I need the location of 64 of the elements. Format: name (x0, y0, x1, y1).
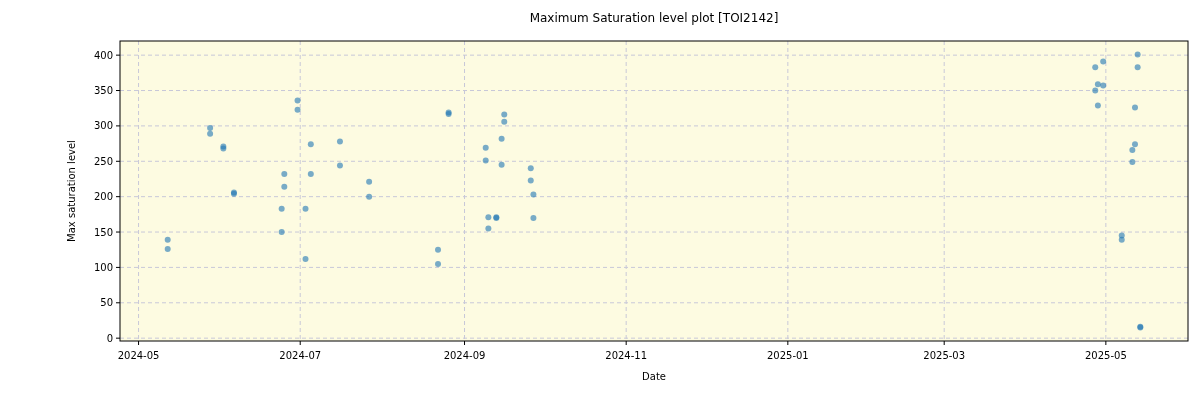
point (485, 214, 492, 221)
y-axis-title: Max saturation level (66, 140, 77, 242)
x-tick-label: 2025-01 (766, 350, 809, 361)
point (482, 157, 489, 164)
point (485, 225, 492, 232)
point (527, 177, 534, 184)
point (1094, 81, 1101, 88)
point (294, 97, 301, 104)
point (366, 178, 373, 185)
point (294, 106, 301, 113)
x-tick-label: 2024-11 (605, 350, 648, 361)
x-tick-label: 2024-09 (443, 350, 486, 361)
point (366, 193, 373, 200)
point (278, 205, 285, 212)
x-tick-label: 2024-07 (279, 350, 322, 361)
point (1094, 102, 1101, 109)
x-tick-label: 2024-05 (117, 350, 160, 361)
y-tick-label: 250 (93, 155, 113, 167)
point (164, 236, 171, 243)
y-tick-label: 150 (93, 226, 113, 238)
point (498, 161, 505, 168)
point (530, 214, 537, 221)
point (1100, 58, 1107, 65)
point (302, 255, 309, 262)
y-tick-label: 300 (93, 120, 113, 132)
point (501, 111, 508, 118)
y-tick-label: 100 (93, 261, 113, 273)
point (1134, 51, 1141, 58)
point (482, 144, 489, 151)
y-tick-label: 0 (106, 332, 113, 344)
point (1132, 104, 1138, 111)
y-tick-label: 400 (93, 49, 113, 61)
point (498, 135, 505, 142)
point (435, 260, 442, 267)
y-tick-label: 200 (93, 191, 113, 203)
point (1092, 87, 1099, 94)
point (1129, 158, 1136, 165)
point (530, 191, 537, 198)
y-tick-label: 50 (100, 297, 113, 309)
point (336, 162, 343, 169)
point (207, 130, 214, 137)
point (1100, 82, 1107, 89)
point (527, 165, 534, 172)
point (278, 229, 285, 236)
point (1132, 141, 1138, 148)
point (307, 141, 314, 148)
point (281, 171, 288, 178)
x-tick-label: 2025-03 (923, 350, 966, 361)
point (1134, 64, 1141, 71)
point (1129, 146, 1136, 153)
y-tick-label: 350 (93, 85, 113, 97)
x-tick-label: 2025-05 (1084, 350, 1127, 361)
x-axis-title: Date (642, 371, 666, 382)
point (336, 138, 343, 145)
point (302, 205, 309, 212)
point (435, 246, 442, 253)
point (1092, 64, 1099, 71)
chart-title: Maximum Saturation level plot [TOI2142] (529, 11, 779, 25)
point (307, 171, 314, 178)
point (501, 118, 508, 125)
point (207, 125, 214, 132)
point (281, 183, 288, 190)
point (164, 246, 171, 253)
point (1118, 236, 1125, 243)
